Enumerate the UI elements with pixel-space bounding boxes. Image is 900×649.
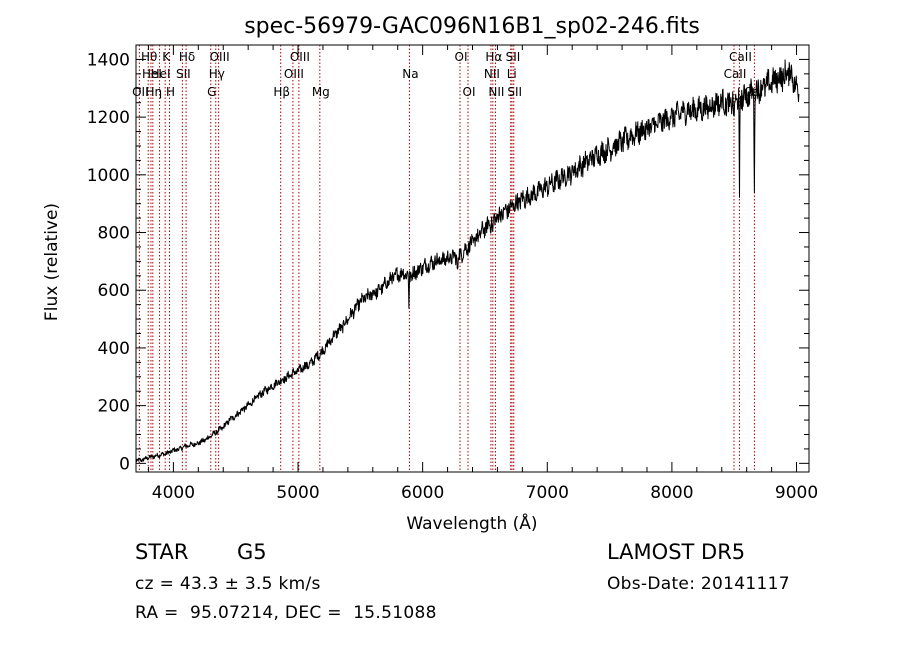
y-tick-label: 200 [98,397,130,417]
x-tick-label: 6000 [401,483,444,503]
spectrum-line [135,59,800,463]
x-tick-label: 4000 [152,483,195,503]
y-tick-label: 600 [98,281,130,301]
observation-date: Obs-Date: 20141117 [607,574,790,594]
chart-title: spec-56979-GAC096N16B1_sp02-246.fits [244,14,700,39]
line-marker-label: SII [507,85,522,99]
object-class: STAR [135,540,189,564]
line-marker-label: OI [455,50,468,64]
sky-coordinates: RA = 95.07214, DEC = 15.51088 [135,603,437,623]
line-marker-label: Hθ [141,50,157,64]
line-marker-label: Hα [485,50,502,64]
line-marker-label: Hδ [179,50,195,64]
line-marker-label: HeI [142,67,162,81]
x-tick-label: 5000 [276,483,319,503]
x-tick-label: 7000 [526,483,569,503]
line-marker-label: Hη [146,85,163,99]
line-marker-label: NII [488,85,504,99]
line-marker-label: OI [463,85,476,99]
axes: 4000 5000 6000 7000 8000 9000 0 200 400 600 800 100… [87,44,818,503]
line-marker-label: Hβ [273,85,290,99]
line-marker-label: Hγ [209,67,225,81]
line-marker-label: CaII [729,50,752,64]
line-marker-label: OIII [210,50,230,64]
spectrum-series [135,59,800,463]
line-marker-label: NII [484,67,500,81]
line-markers: OIIHθHeIHηHeIKHSIIHδGHγOIIIHβOIIIOIIIMgN… [132,45,767,472]
x-tick-label: 8000 [650,483,693,503]
y-tick-label: 400 [98,339,130,359]
y-tick-label: 1200 [87,108,130,128]
line-marker-label: Na [402,67,418,81]
line-marker-label: K [162,50,171,64]
redshift-cz: cz = 43.3 ± 3.5 km/s [135,574,321,594]
y-tick-label: 800 [98,224,130,244]
line-marker-label: Mg [312,85,330,99]
line-marker-label: H [166,85,175,99]
y-tick-label: 1400 [87,50,130,70]
line-marker-label: OIII [290,50,310,64]
line-marker-label: G [207,85,216,99]
y-axis-label: Flux (relative) [42,203,62,321]
survey-name: LAMOST DR5 [607,540,746,564]
line-marker-label: SII [506,50,521,64]
object-subclass: G5 [237,540,267,564]
x-axis-label: Wavelength (Å) [406,512,537,534]
y-tick-label: 1000 [87,166,130,186]
line-marker-label: HeI [151,67,171,81]
x-tick-label: 9000 [775,483,818,503]
line-marker-label: OIII [284,67,304,81]
line-marker-label: SII [176,67,191,81]
line-marker-label: CaII [724,67,747,81]
y-tick-label: 0 [119,454,130,474]
